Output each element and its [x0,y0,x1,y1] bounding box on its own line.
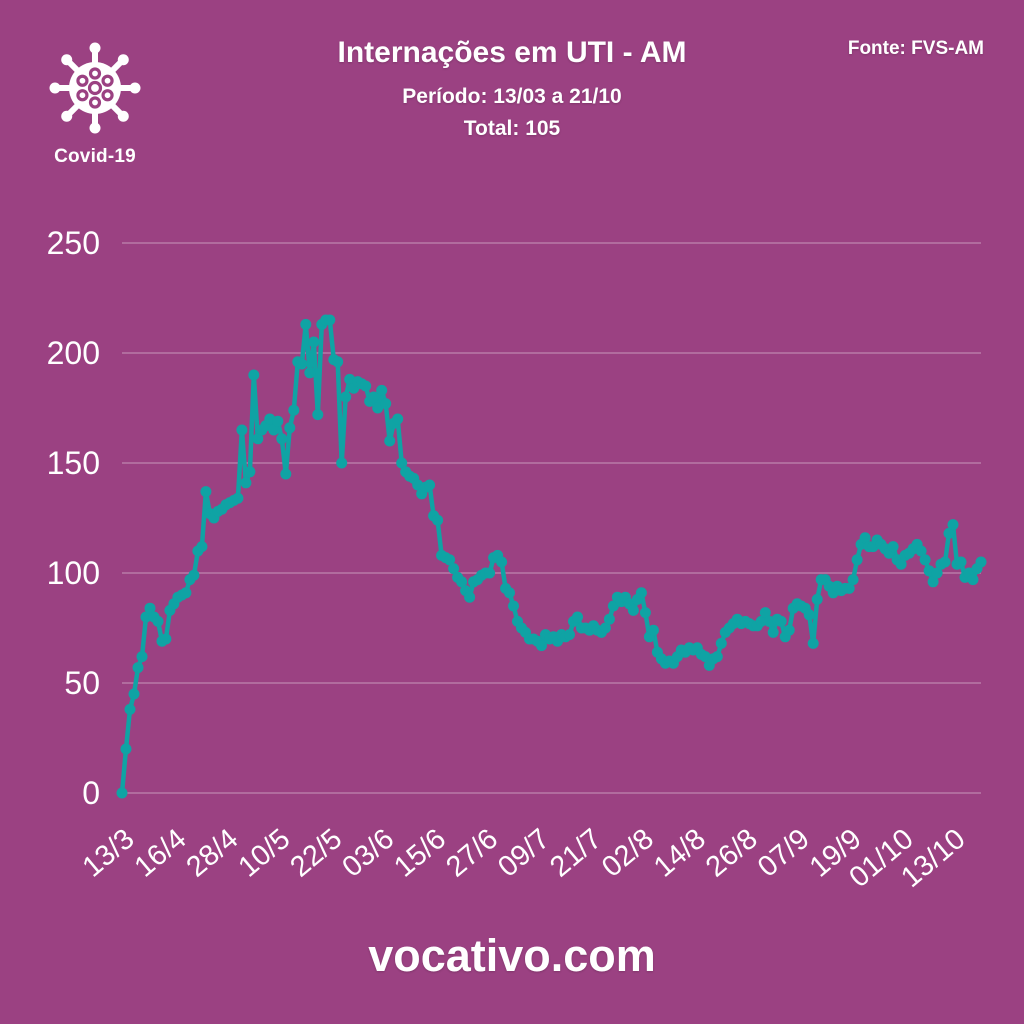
svg-text:26/8: 26/8 [700,823,764,884]
svg-text:21/7: 21/7 [544,823,608,884]
svg-text:02/8: 02/8 [596,823,660,884]
svg-text:07/9: 07/9 [752,823,816,884]
svg-text:150: 150 [47,445,100,481]
svg-text:13/3: 13/3 [77,823,141,884]
chart-total-label: Total: 105 [463,117,561,140]
svg-text:50: 50 [64,665,100,701]
source-label: Fonte: FVS-AM [847,38,984,59]
chart-period-subtitle: Período: 13/03 a 21/10 [402,85,622,108]
covid-virus-icon [49,42,141,134]
covid-badge-label: Covid-19 [54,146,136,167]
svg-text:14/8: 14/8 [648,823,712,884]
data-points [116,314,987,799]
x-axis-labels: 13/316/428/410/522/503/615/627/609/721/7… [77,823,972,894]
svg-text:16/4: 16/4 [129,823,193,884]
svg-text:250: 250 [47,225,100,261]
chart-title: Internações em UTI - AM [337,36,687,69]
svg-text:28/4: 28/4 [181,823,245,884]
svg-text:100: 100 [47,555,100,591]
grid-lines [122,242,981,794]
svg-text:200: 200 [47,335,100,371]
svg-text:27/6: 27/6 [440,823,504,884]
svg-text:09/7: 09/7 [492,823,556,884]
title-block: Internações em UTI - AM Período: 13/03 a… [0,36,1024,141]
svg-text:0: 0 [82,775,100,811]
y-axis-labels: 0 50 100 150 200 250 [47,225,100,811]
svg-text:03/6: 03/6 [336,823,400,884]
svg-text:22/5: 22/5 [284,823,348,884]
svg-text:10/5: 10/5 [233,823,297,884]
site-footer-text: vocativo.com [368,930,656,981]
covid-badge: Covid-19 [40,36,150,168]
svg-text:15/6: 15/6 [388,823,452,884]
data-line [119,317,984,796]
